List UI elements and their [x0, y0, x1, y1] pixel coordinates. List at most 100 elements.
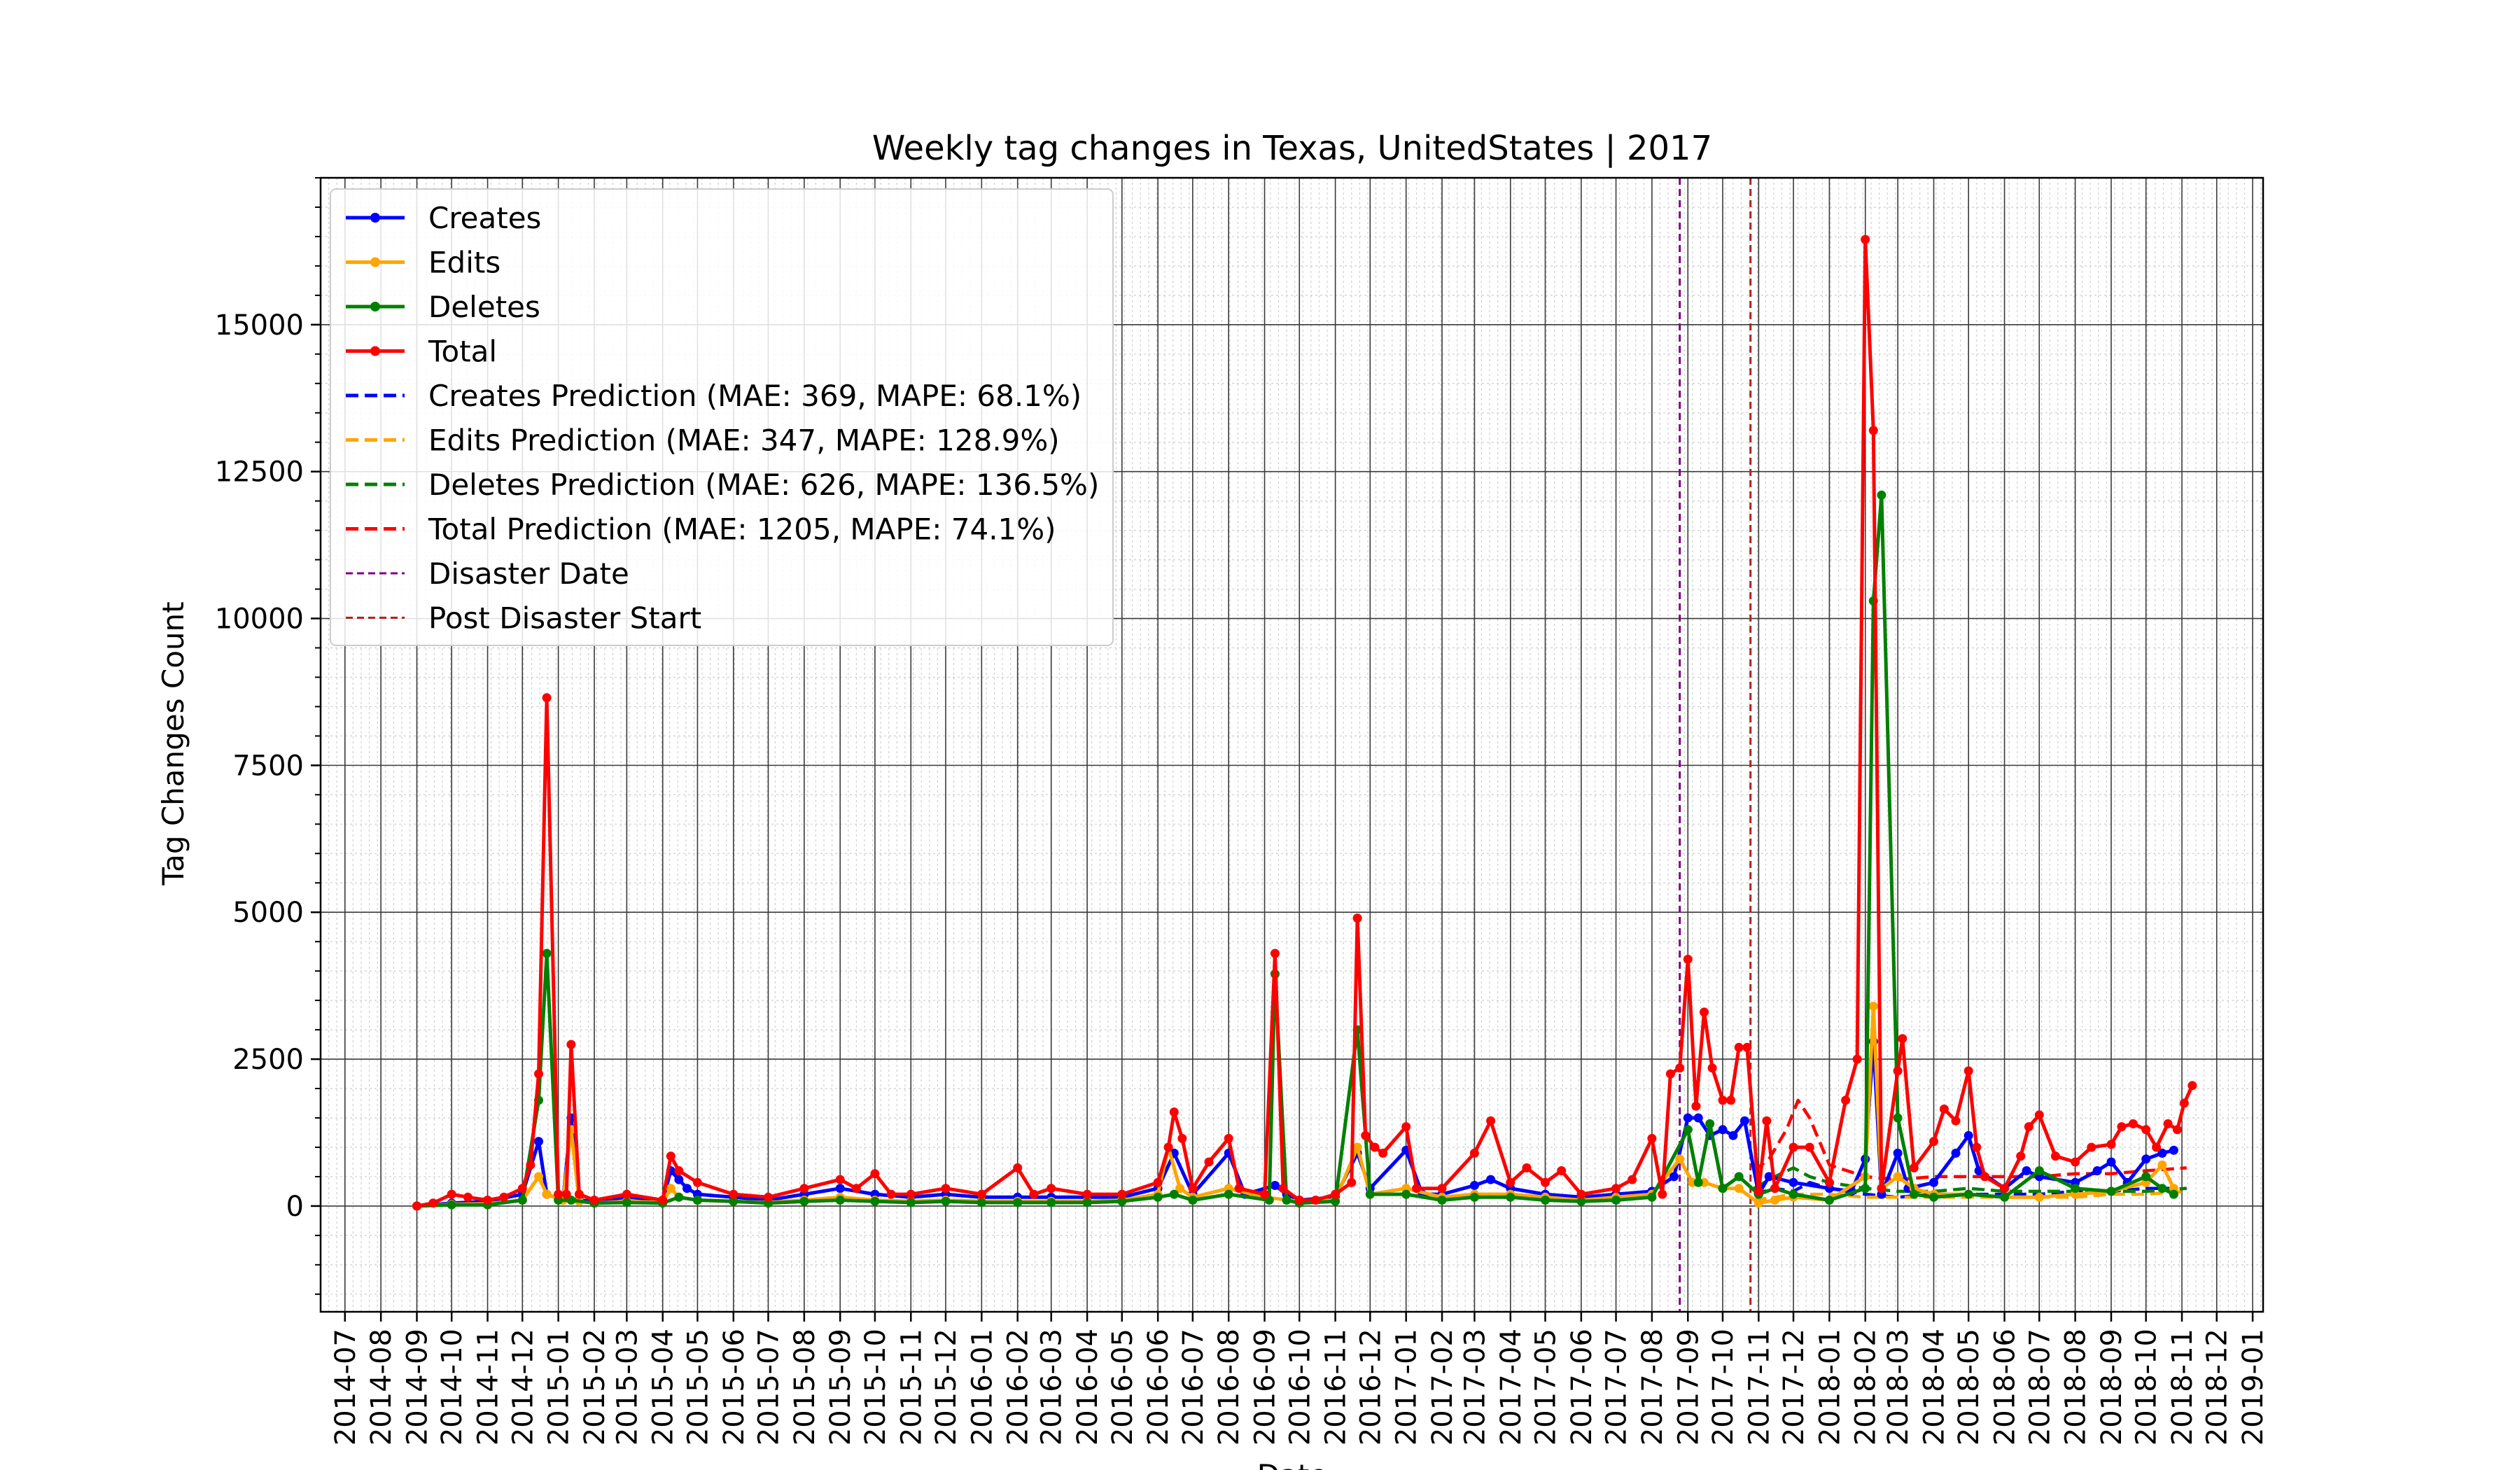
x-tick-label: 2018-01 [1814, 1329, 1846, 1446]
data-point [1647, 1192, 1657, 1202]
data-point [1951, 1148, 1961, 1158]
data-point [1224, 1189, 1233, 1199]
data-point [1742, 1042, 1752, 1052]
data-point [1331, 1189, 1340, 1199]
data-point [2034, 1166, 2044, 1175]
data-point [1013, 1198, 1023, 1208]
x-tick-label: 2017-03 [1459, 1329, 1491, 1446]
x-tick-label: 2016-02 [1002, 1329, 1035, 1446]
data-point [674, 1192, 684, 1202]
data-point [1728, 1130, 1738, 1140]
x-tick-label: 2017-09 [1672, 1329, 1704, 1446]
data-point [1893, 1172, 1903, 1182]
x-tick-label: 2016-05 [1107, 1329, 1139, 1446]
data-point [2141, 1125, 2151, 1135]
data-point [906, 1189, 916, 1199]
data-point [870, 1196, 880, 1206]
data-point [2152, 1142, 2162, 1152]
legend-marker [370, 213, 380, 223]
data-point [1700, 1007, 1709, 1017]
x-tick-label: 2015-03 [611, 1329, 643, 1446]
data-point [2106, 1140, 2116, 1149]
data-point [2000, 1184, 2010, 1194]
x-tick-label: 2018-04 [1918, 1329, 1950, 1446]
data-point [1691, 1101, 1701, 1111]
data-point [1861, 1184, 1870, 1194]
y-axis-label: Tag Changes Count [156, 601, 190, 886]
data-point [1117, 1196, 1127, 1206]
x-tick-label: 2018-12 [2202, 1329, 2234, 1446]
data-point [1909, 1163, 1919, 1172]
data-point [412, 1201, 421, 1211]
data-point [1683, 954, 1693, 964]
data-point [870, 1169, 880, 1179]
x-tick-label: 2017-05 [1530, 1329, 1562, 1446]
data-point [1788, 1142, 1798, 1152]
data-point [499, 1192, 509, 1202]
data-point [2141, 1154, 2151, 1164]
data-point [2016, 1152, 2026, 1161]
data-point [2106, 1157, 2116, 1167]
data-point [1013, 1163, 1023, 1172]
x-tick-label: 2015-12 [930, 1329, 962, 1446]
data-point [886, 1189, 896, 1199]
data-point [1740, 1116, 1749, 1126]
x-tick-label: 2014-07 [330, 1329, 362, 1446]
data-point [1365, 1189, 1375, 1199]
data-point [1861, 234, 1870, 244]
data-point [1557, 1166, 1567, 1175]
data-point [1939, 1104, 1949, 1114]
data-point [2169, 1145, 2178, 1155]
data-point [1576, 1189, 1586, 1199]
data-point [1506, 1192, 1516, 1202]
x-axis-label: Date [1257, 1458, 1327, 1470]
x-tick-label: 2016-08 [1213, 1329, 1245, 1446]
data-point [1734, 1172, 1744, 1182]
data-point [463, 1192, 472, 1202]
legend-marker [370, 257, 380, 267]
x-tick-label: 2018-11 [2166, 1329, 2199, 1446]
data-point [1764, 1172, 1774, 1182]
data-point [561, 1189, 571, 1199]
y-tick-label: 12500 [215, 456, 304, 489]
data-point [1852, 1054, 1862, 1064]
x-tick-label: 2016-04 [1072, 1329, 1104, 1446]
data-point [1029, 1189, 1039, 1199]
data-point [1204, 1157, 1214, 1167]
data-point [1762, 1116, 1772, 1126]
data-point [2000, 1192, 2010, 1202]
data-point [1611, 1196, 1621, 1205]
data-point [2034, 1192, 2044, 1202]
data-point [1486, 1175, 1496, 1184]
data-point [1437, 1184, 1447, 1194]
data-point [1669, 1172, 1679, 1182]
x-tick-label: 2017-06 [1566, 1329, 1598, 1446]
data-point [566, 1040, 576, 1049]
data-point [1877, 1184, 1886, 1194]
data-point [517, 1196, 527, 1205]
data-point [851, 1184, 861, 1194]
x-tick-label: 2014-11 [472, 1329, 505, 1446]
data-point [2117, 1122, 2127, 1132]
data-point [1658, 1189, 1667, 1199]
data-point [1046, 1184, 1056, 1194]
data-point [447, 1189, 456, 1199]
data-point [1331, 1196, 1340, 1206]
legend: Creates Edits Deletes Total Creates Predicti… [330, 188, 1114, 646]
data-point [1929, 1137, 1938, 1147]
data-point [2157, 1184, 2167, 1194]
data-point [799, 1196, 809, 1206]
data-point [1294, 1196, 1304, 1205]
y-tick-label: 10000 [215, 603, 304, 636]
data-point [2106, 1186, 2116, 1196]
data-point [1401, 1122, 1411, 1132]
x-tick-label: 2015-06 [718, 1329, 750, 1446]
data-point [2071, 1157, 2080, 1167]
data-point [1361, 1130, 1371, 1140]
legend-box [330, 188, 1114, 646]
x-tick-label: 2016-10 [1284, 1329, 1316, 1446]
data-point [1278, 1184, 1288, 1194]
data-point [1628, 1175, 1637, 1184]
x-tick-label: 2016-12 [1354, 1329, 1387, 1446]
legend-entry: Edits Prediction (MAE: 347, MAPE: 128.9%… [428, 424, 1060, 458]
